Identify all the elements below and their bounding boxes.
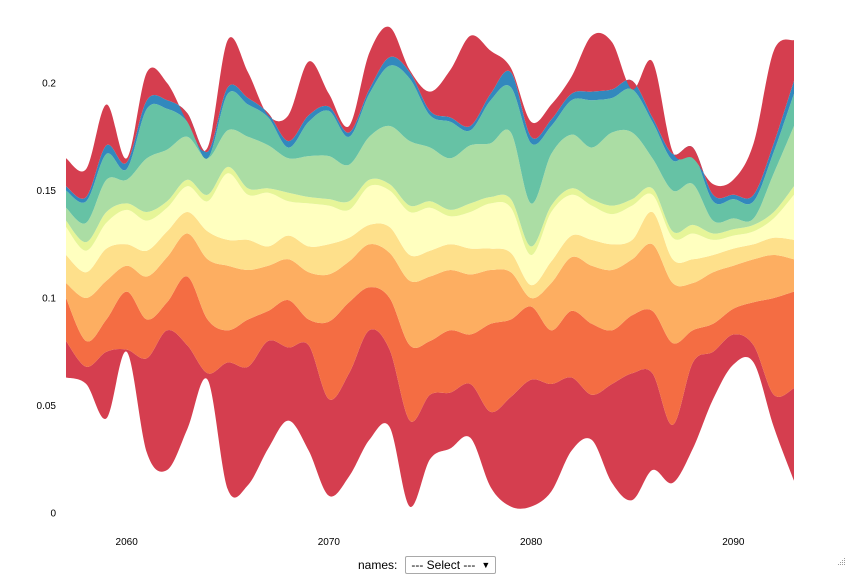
stream-layer-6 — [66, 166, 794, 256]
stream-layer-9 — [66, 56, 794, 205]
stream-layer-5 — [66, 173, 794, 286]
y-tick-label: 0.05 — [37, 401, 57, 412]
y-tick-label: 0 — [50, 509, 56, 520]
chevron-down-icon: ▼ — [481, 560, 491, 570]
stream-layer-1 — [66, 329, 794, 509]
resize-grip-icon[interactable] — [838, 558, 846, 566]
y-tick-label: 0.1 — [42, 294, 56, 305]
x-tick-label: 2080 — [520, 537, 543, 548]
stream-layers — [66, 26, 794, 509]
stream-layer-3 — [66, 233, 794, 349]
names-select[interactable]: --- Select --- ▼ — [405, 556, 497, 574]
stream-layer-8 — [66, 65, 794, 224]
y-tick-label: 0.15 — [37, 186, 57, 197]
names-control: names: --- Select --- ▼ — [358, 556, 497, 574]
stream-layer-2 — [66, 276, 794, 425]
stream-layer-4 — [66, 211, 794, 299]
y-tick-label: 0.2 — [42, 79, 56, 90]
stream-layer-7 — [66, 125, 794, 247]
x-tick-label: 2070 — [318, 537, 341, 548]
x-tick-label: 2090 — [722, 537, 745, 548]
y-axis: 0 0.05 0.1 0.15 0.2 — [37, 79, 57, 520]
x-tick-label: 2060 — [116, 537, 139, 548]
names-label: names: — [358, 558, 398, 572]
x-axis: 2060 2070 2080 2090 — [116, 537, 745, 548]
stream-layer-10 — [66, 26, 794, 199]
names-select-value: --- Select --- — [411, 558, 476, 572]
